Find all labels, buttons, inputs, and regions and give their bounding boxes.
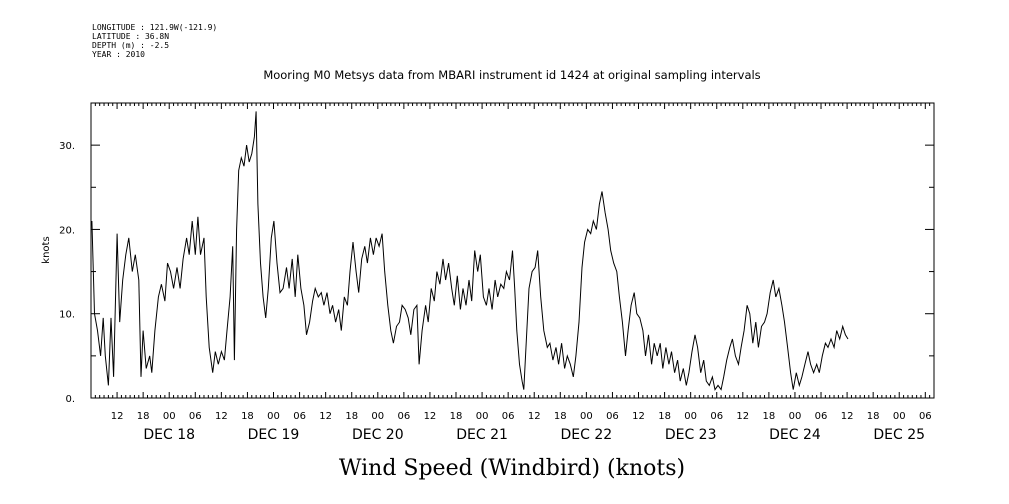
x-tick-label: 00 — [371, 411, 384, 422]
x-tick-label: 06 — [397, 411, 410, 422]
x-tick-label: 00 — [267, 411, 280, 422]
x-tick-label: 12 — [528, 411, 541, 422]
x-tick-label: 18 — [450, 411, 463, 422]
x-tick-label: 06 — [189, 411, 202, 422]
longitude-label: LONGITUDE : 121.9W(-121.9) — [92, 23, 217, 32]
date-labels: DEC 18 DEC 19 DEC 20 DEC 21 DEC 22 DEC 23 DEC … — [143, 427, 925, 443]
x-tick-label: 12 — [632, 411, 645, 422]
x-tick-label: 12 — [215, 411, 228, 422]
depth-label: DEPTH (m) : -2.5 — [92, 41, 169, 50]
x-tick-label: 12 — [736, 411, 749, 422]
y-tick-label: 30. — [59, 141, 75, 152]
date-label: DEC 20 — [352, 427, 404, 443]
y-tick-label: 0. — [65, 394, 75, 405]
x-tick-labels: 12 18 00 06 12 18 00 06 12 18 00 06 12 18 00 06 12 18 00 06… — [111, 411, 932, 422]
y-tick-label: 20. — [59, 225, 75, 236]
date-label: DEC 18 — [143, 427, 195, 443]
x-tick-label: 12 — [319, 411, 332, 422]
x-tick-label: 12 — [841, 411, 854, 422]
x-tick-label: 06 — [293, 411, 306, 422]
metadata-block: LONGITUDE : 121.9W(-121.9) LATITUDE : 36… — [92, 23, 217, 59]
x-tick-label: 06 — [606, 411, 619, 422]
x-tick-label: 12 — [424, 411, 437, 422]
axis-ticks — [90, 102, 935, 399]
x-tick-label: 06 — [919, 411, 932, 422]
year-label: YEAR : 2010 — [92, 50, 145, 59]
x-tick-label: 18 — [137, 411, 150, 422]
date-label: DEC 24 — [769, 427, 821, 443]
date-label: DEC 21 — [456, 427, 508, 443]
x-tick-label: 18 — [345, 411, 358, 422]
date-label: DEC 23 — [665, 427, 717, 443]
x-tick-label: 00 — [684, 411, 697, 422]
x-tick-label: 00 — [163, 411, 176, 422]
x-axis-title: Wind Speed (Windbird) (knots) — [339, 456, 685, 481]
y-axis-label: knots — [41, 236, 52, 263]
x-tick-label: 18 — [554, 411, 567, 422]
x-tick-label: 00 — [789, 411, 802, 422]
x-tick-label: 06 — [815, 411, 828, 422]
x-tick-label: 00 — [580, 411, 593, 422]
x-tick-label: 18 — [241, 411, 254, 422]
y-tick-labels: 0. 10. 20. 30. — [59, 141, 75, 405]
x-tick-label: 18 — [658, 411, 671, 422]
y-tick-label: 10. — [59, 310, 75, 321]
date-label: DEC 25 — [873, 427, 925, 443]
x-tick-label: 12 — [111, 411, 124, 422]
x-tick-label: 06 — [710, 411, 723, 422]
x-tick-label: 18 — [763, 411, 776, 422]
x-tick-label: 00 — [893, 411, 906, 422]
series-line — [91, 111, 849, 391]
x-tick-label: 06 — [502, 411, 515, 422]
chart-title: Mooring M0 Metsys data from MBARI instru… — [263, 68, 760, 82]
date-label: DEC 22 — [561, 427, 613, 443]
date-label: DEC 19 — [248, 427, 300, 443]
x-tick-label: 00 — [476, 411, 489, 422]
x-tick-label: 18 — [867, 411, 880, 422]
latitude-label: LATITUDE : 36.8N — [92, 32, 169, 41]
